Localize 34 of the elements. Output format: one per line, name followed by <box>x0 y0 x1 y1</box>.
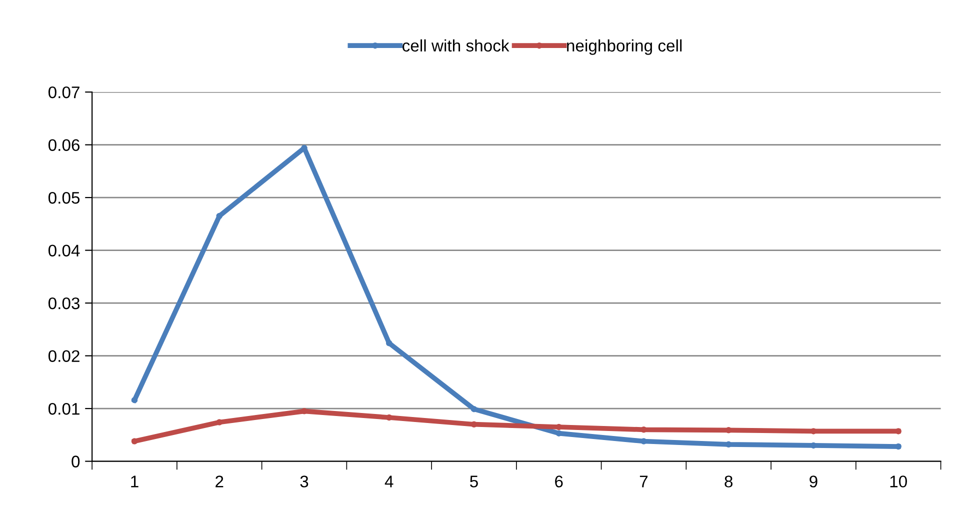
line-series <box>131 408 902 444</box>
point <box>556 424 562 430</box>
point <box>470 406 478 412</box>
x-tick-label: 3 <box>300 476 308 488</box>
x-tick-label: 7 <box>640 476 648 488</box>
y-tick-label: 0 <box>72 456 80 468</box>
point <box>556 430 562 436</box>
line-series <box>131 144 902 450</box>
y-tick-label: 0.06 <box>48 139 80 151</box>
point <box>470 421 478 428</box>
point <box>386 414 392 421</box>
point <box>895 443 902 450</box>
point <box>725 441 732 448</box>
point <box>131 396 138 404</box>
x-tick-label: 1 <box>131 476 138 488</box>
point <box>216 419 222 426</box>
x-tick-label: 6 <box>555 476 563 488</box>
legend-label: neighboring cell <box>567 39 682 55</box>
point <box>216 212 222 220</box>
x-tick-label: 2 <box>216 476 224 488</box>
y-tick-label: 0.04 <box>48 244 80 256</box>
y-tick-label: 0.01 <box>48 402 80 415</box>
y-tick-label: 0.05 <box>48 192 80 204</box>
y-tick-label: 0.03 <box>48 297 80 310</box>
x-tick-label: 4 <box>384 476 394 488</box>
x-tick-label: 8 <box>724 476 733 488</box>
y-tick-label: 0.02 <box>48 350 80 362</box>
point <box>386 340 392 346</box>
x-tick-label: 9 <box>810 476 818 488</box>
x-tick-label: 10 <box>890 476 907 488</box>
point <box>131 438 138 444</box>
x-tick-label: 5 <box>470 476 478 488</box>
y-tick-label: 0.07 <box>48 86 80 98</box>
legend-label: cell with shock <box>402 39 510 52</box>
